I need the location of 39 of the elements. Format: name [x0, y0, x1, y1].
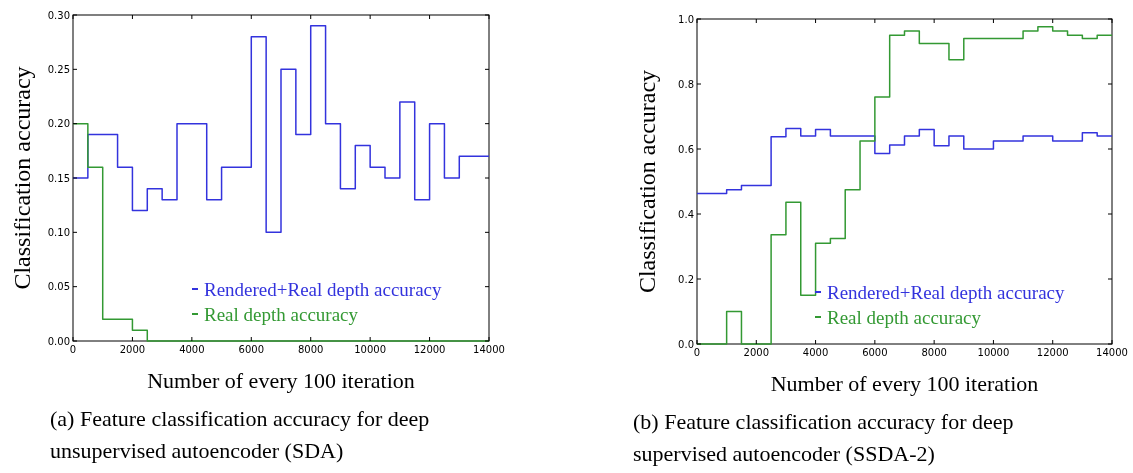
- x-tick-label: 4000: [179, 344, 205, 355]
- y-axis-title: Classification accuracy: [634, 69, 660, 294]
- x-axis-title: Number of every 100 iteration: [770, 371, 1039, 396]
- y-tick-label: 1.0: [678, 13, 694, 25]
- x-axis-title: Number of every 100 iteration: [147, 368, 415, 393]
- y-tick-label: 0.30: [47, 9, 70, 21]
- y-tick-label: 0.20: [47, 118, 70, 130]
- x-tick-label: 14000: [1096, 347, 1128, 358]
- y-tick-label: 0.4: [678, 208, 694, 220]
- y-tick-label: 0.15: [47, 172, 70, 184]
- text: (a) Feature classification accuracy for deep unsupervised autoencoder (SDA): [50, 406, 430, 463]
- x-tick-label: 8000: [921, 347, 947, 358]
- y-axis-title: Classification accuracy: [9, 66, 35, 290]
- legend-label: Rendered+Real depth accuracy: [827, 281, 1066, 303]
- x-tick-label: 10000: [977, 347, 1010, 358]
- x-tick-label: 12000: [413, 344, 446, 355]
- x-tick-label: 14000: [473, 344, 505, 355]
- x-tick-label: 6000: [238, 344, 265, 355]
- y-tick-label: 0.0: [678, 338, 694, 350]
- y-tick-label: 0.2: [678, 273, 694, 285]
- legend-label: Rendered+Real depth accuracy: [204, 278, 443, 300]
- x-tick-label: 0: [69, 344, 77, 355]
- y-tick-label: 0.10: [47, 226, 70, 238]
- x-tick-label: 0: [693, 347, 701, 358]
- x-tick-label: 10000: [354, 344, 387, 355]
- y-tick-label: 0.6: [678, 143, 694, 155]
- y-tick-label: 0.05: [47, 281, 70, 293]
- x-tick-label: 2000: [743, 347, 770, 358]
- y-tick-label: 0.8: [678, 78, 694, 90]
- text: (b) Feature classification accuracy for deep supervised autoencoder (SSDA-2): [633, 409, 1014, 466]
- legend-label: Real depth accuracy: [204, 303, 359, 325]
- x-tick-label: 8000: [297, 344, 324, 355]
- x-tick-label: 6000: [862, 347, 888, 358]
- x-tick-label: 2000: [119, 344, 146, 355]
- y-tick-label: 0.00: [47, 335, 70, 347]
- x-tick-label: 12000: [1036, 347, 1069, 358]
- x-tick-label: 4000: [802, 347, 829, 358]
- y-tick-label: 0.25: [47, 63, 70, 75]
- legend-label: Real depth accuracy: [827, 306, 982, 328]
